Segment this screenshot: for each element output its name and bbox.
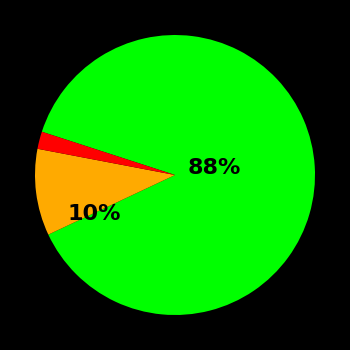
Wedge shape xyxy=(42,35,315,315)
Text: 10%: 10% xyxy=(67,204,120,224)
Wedge shape xyxy=(35,149,175,234)
Text: 88%: 88% xyxy=(188,158,241,178)
Wedge shape xyxy=(37,132,175,175)
